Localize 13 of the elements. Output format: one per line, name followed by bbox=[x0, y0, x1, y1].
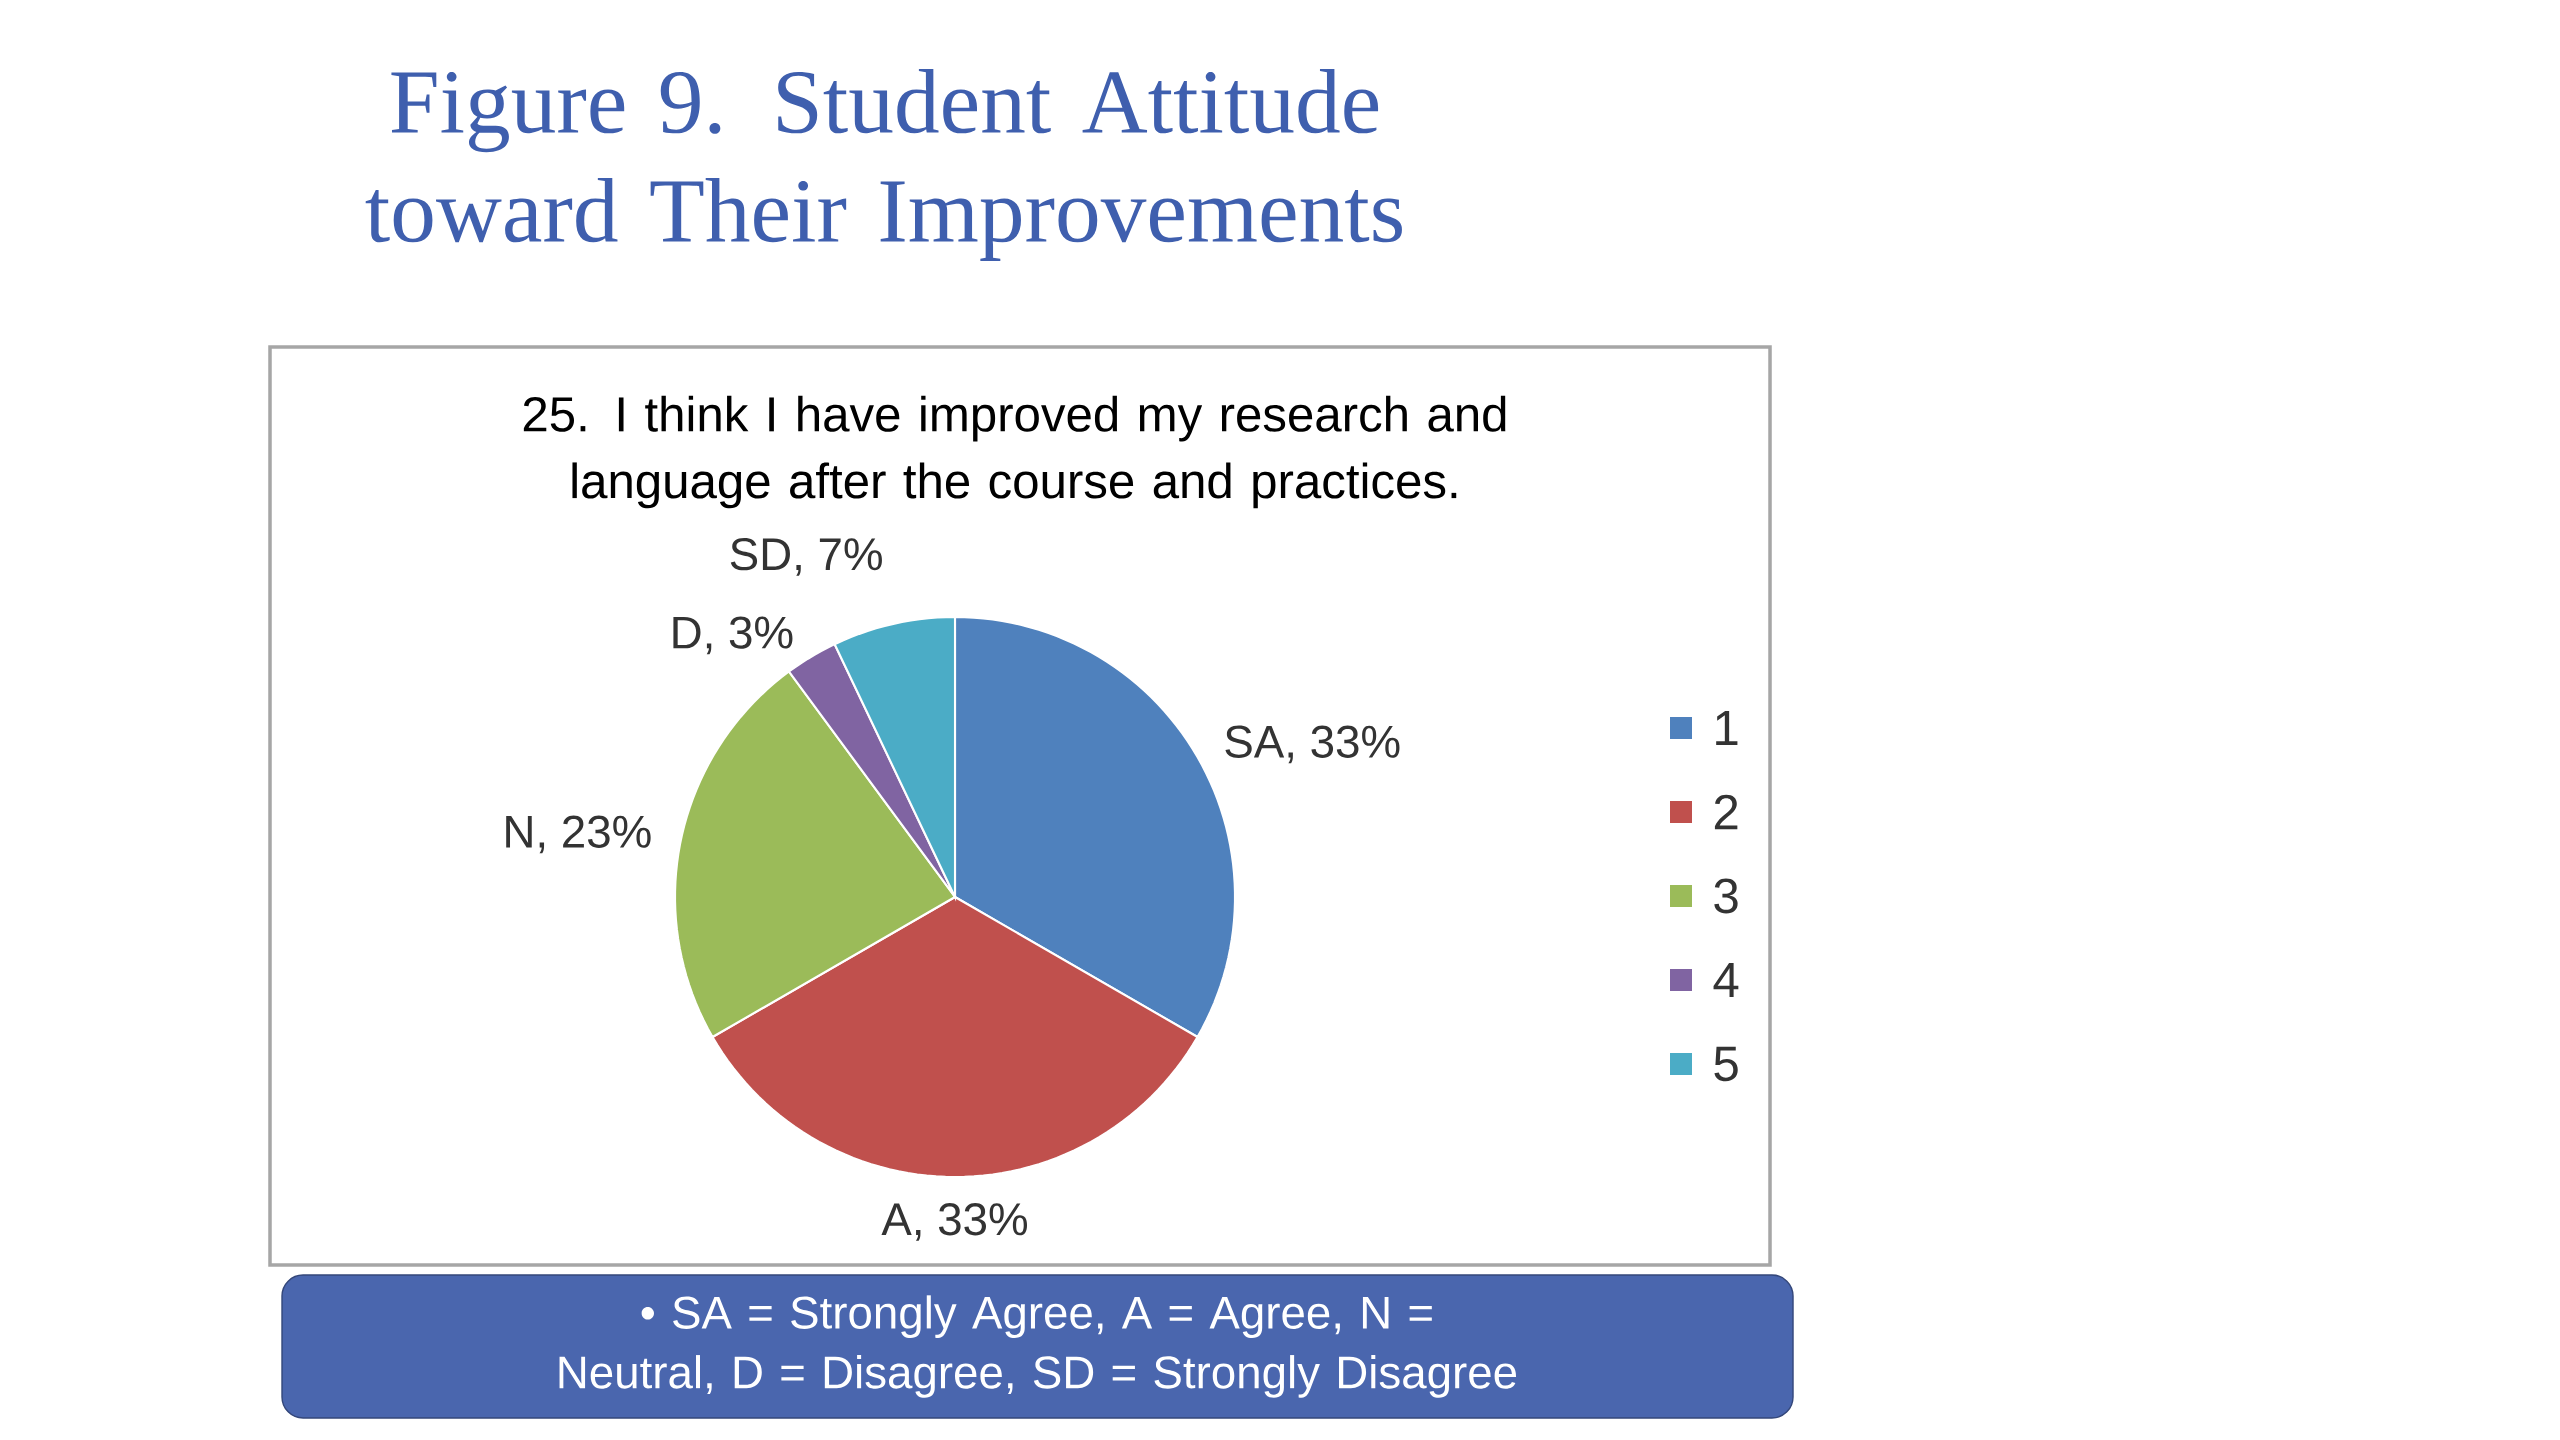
data-label: SA, 33% bbox=[1225, 725, 1400, 764]
data-label: SD, 7% bbox=[730, 538, 882, 576]
chart-title: Figure 9. Student Attitude toward Their Improvements bbox=[365, 69, 1402, 261]
data-label: D, 3% bbox=[673, 616, 793, 655]
data-label: A, 33% bbox=[881, 1203, 1028, 1241]
legend-label: 1 bbox=[1716, 711, 1738, 745]
legend-label: 3 bbox=[1714, 878, 1738, 914]
legend-label: 5 bbox=[1714, 1046, 1738, 1082]
legend-label: 2 bbox=[1714, 794, 1738, 830]
data-label: N, 23% bbox=[506, 815, 651, 854]
chart-subtitle: 25. I think I have improved my research and language after the course and practices. bbox=[523, 395, 1506, 509]
text: • SA = Strongly Agree, A = Agree, N = Neutral, D = Disagree, SD = Strongly Disagree bbox=[559, 1295, 1517, 1398]
legend-label: 4 bbox=[1713, 963, 1739, 997]
